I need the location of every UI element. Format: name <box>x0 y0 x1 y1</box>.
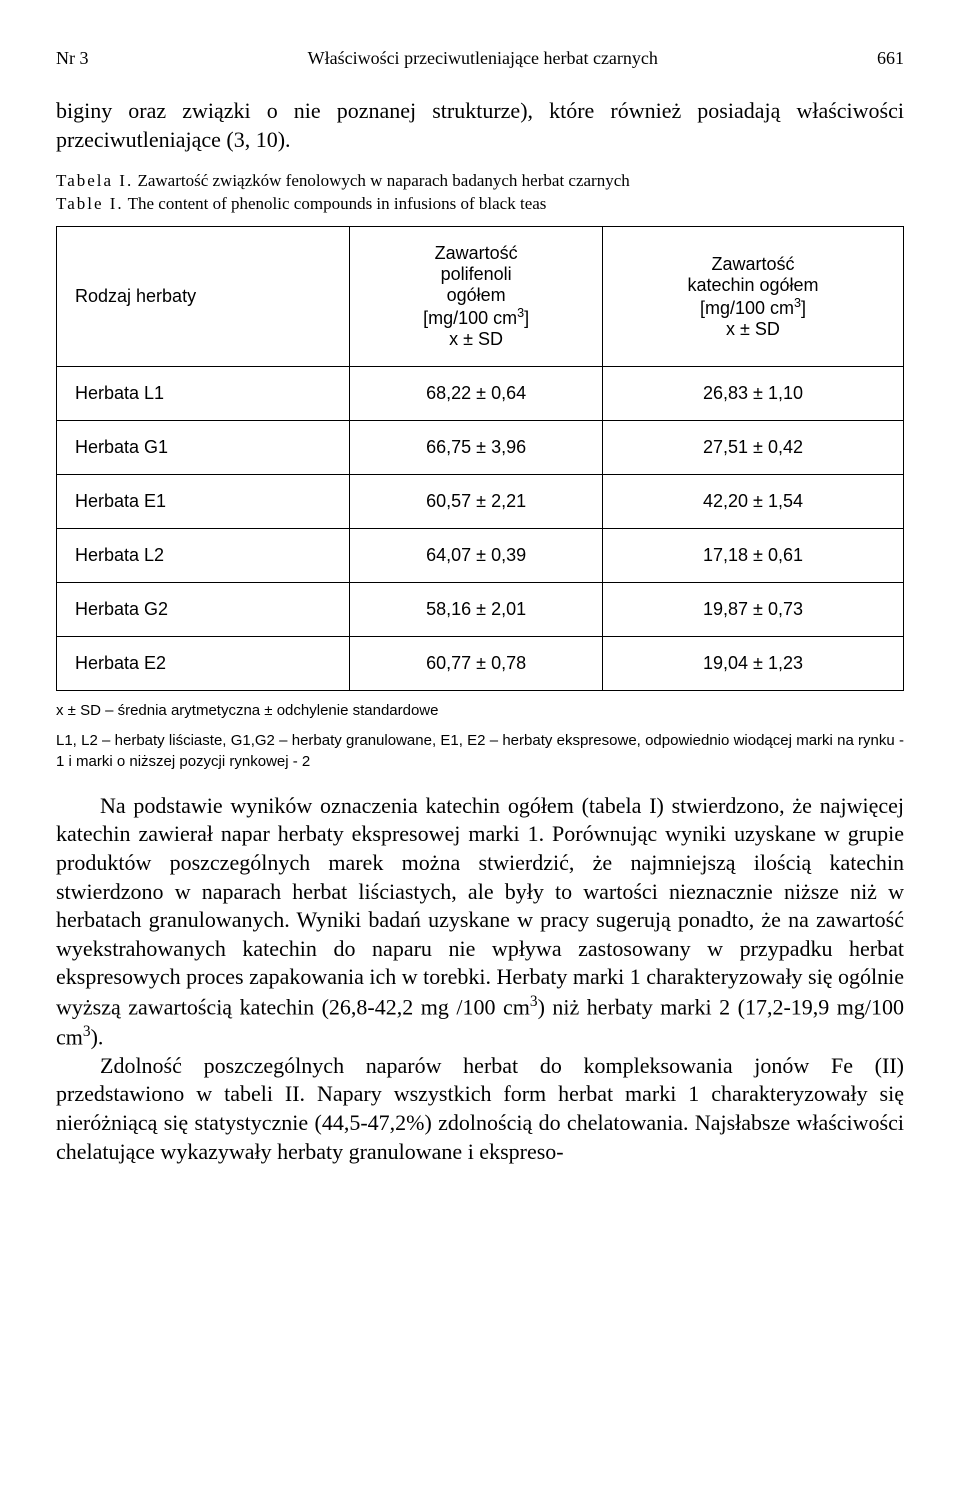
table-body: Herbata L168,22 ± 0,6426,83 ± 1,10Herbat… <box>57 367 904 691</box>
row-label: Herbata E1 <box>57 475 350 529</box>
cell-value: 42,20 ± 1,54 <box>603 475 904 529</box>
row-label: Herbata G1 <box>57 421 350 475</box>
table-row: Herbata E260,77 ± 0,7819,04 ± 1,23 <box>57 637 904 691</box>
header-left: Nr 3 <box>56 48 89 69</box>
table-caption: Tabela I. Zawartość związków fenolowych … <box>56 170 904 216</box>
body-text: Na podstawie wyników oznaczenia katechin… <box>56 792 904 1166</box>
table-row: Herbata L264,07 ± 0,3917,18 ± 0,61 <box>57 529 904 583</box>
phenolic-table: Rodzaj herbaty Zawartośćpolifenoliogółem… <box>56 226 904 691</box>
header-center: Właściwości przeciwutleniające herbat cz… <box>308 48 658 69</box>
col-1-header: Zawartośćpolifenoliogółem[mg/100 cm3]x ±… <box>350 227 603 367</box>
cell-value: 19,87 ± 0,73 <box>603 583 904 637</box>
row-label: Herbata L1 <box>57 367 350 421</box>
caption-label-en: Table I. <box>56 194 124 213</box>
body-p1: Na podstawie wyników oznaczenia katechin… <box>56 792 904 1052</box>
table-row: Herbata G166,75 ± 3,9627,51 ± 0,42 <box>57 421 904 475</box>
footnote-2: L1, L2 – herbaty liściaste, G1,G2 – herb… <box>56 731 904 772</box>
cell-value: 60,57 ± 2,21 <box>350 475 603 529</box>
cell-value: 68,22 ± 0,64 <box>350 367 603 421</box>
caption-text-en: The content of phenolic compounds in inf… <box>124 194 547 213</box>
cell-value: 27,51 ± 0,42 <box>603 421 904 475</box>
running-head: Nr 3 Właściwości przeciwutleniające herb… <box>56 48 904 69</box>
cell-value: 60,77 ± 0,78 <box>350 637 603 691</box>
table-row: Herbata L168,22 ± 0,6426,83 ± 1,10 <box>57 367 904 421</box>
cell-value: 58,16 ± 2,01 <box>350 583 603 637</box>
cell-value: 19,04 ± 1,23 <box>603 637 904 691</box>
cell-value: 26,83 ± 1,10 <box>603 367 904 421</box>
header-right: 661 <box>877 48 904 69</box>
row-label: Herbata E2 <box>57 637 350 691</box>
cell-value: 64,07 ± 0,39 <box>350 529 603 583</box>
table-header-row: Rodzaj herbaty Zawartośćpolifenoliogółem… <box>57 227 904 367</box>
caption-label-pl: Tabela I. <box>56 171 133 190</box>
table-row: Herbata E160,57 ± 2,2142,20 ± 1,54 <box>57 475 904 529</box>
row-label: Herbata G2 <box>57 583 350 637</box>
intro-paragraph: biginy oraz związki o nie poznanej struk… <box>56 97 904 154</box>
body-p2: Zdolność poszczególnych naparów herbat d… <box>56 1052 904 1166</box>
col-2-header: Zawartośćkatechin ogółem[mg/100 cm3]x ± … <box>603 227 904 367</box>
col-0-header: Rodzaj herbaty <box>57 227 350 367</box>
cell-value: 17,18 ± 0,61 <box>603 529 904 583</box>
cell-value: 66,75 ± 3,96 <box>350 421 603 475</box>
table-row: Herbata G258,16 ± 2,0119,87 ± 0,73 <box>57 583 904 637</box>
row-label: Herbata L2 <box>57 529 350 583</box>
footnote-1: x ± SD – średnia arytmetyczna ± odchylen… <box>56 701 904 721</box>
caption-text-pl: Zawartość związków fenolowych w naparach… <box>133 171 630 190</box>
